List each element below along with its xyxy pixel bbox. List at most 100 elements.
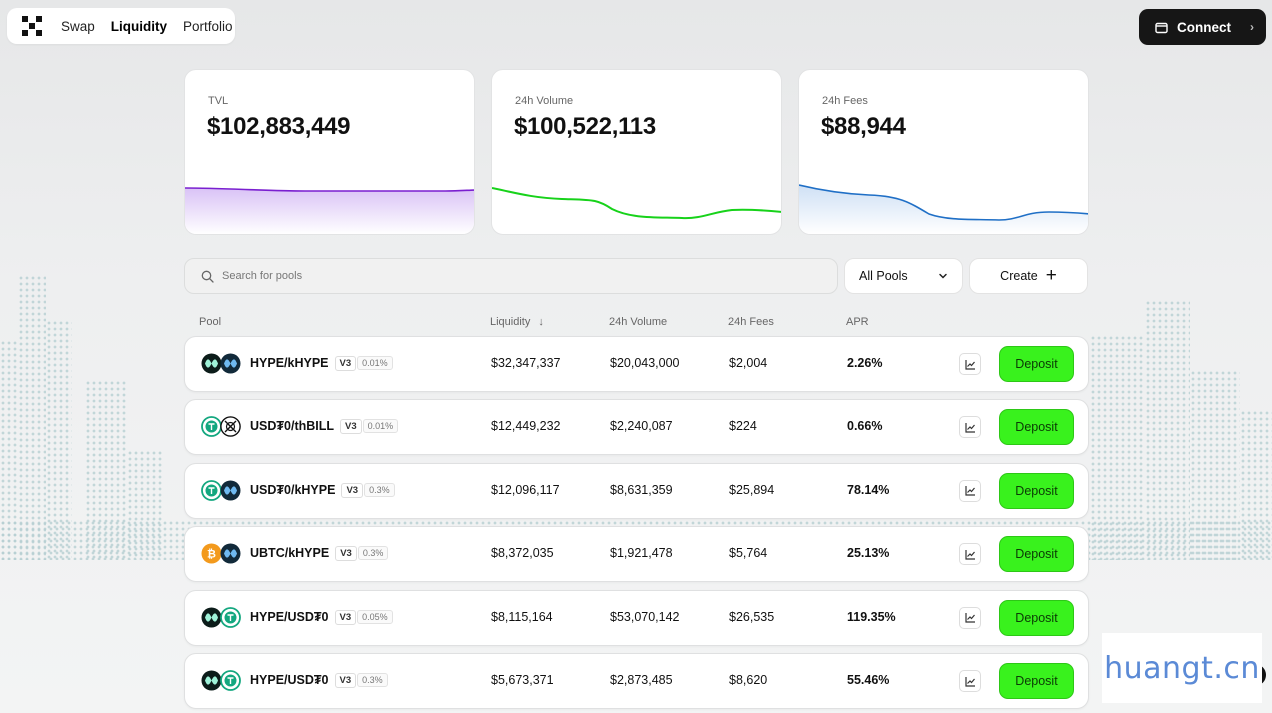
apr-value: 2.26% xyxy=(847,356,883,370)
usd0-token-icon xyxy=(220,606,241,628)
chart-button[interactable] xyxy=(959,543,981,566)
pool-pair-label: USD₮0/kHYPE xyxy=(250,482,336,497)
khype-token-icon xyxy=(220,543,241,564)
deposit-button[interactable]: Deposit xyxy=(999,599,1074,636)
usd0-token-icon xyxy=(201,416,222,438)
pool-row[interactable]: HYPE/USD₮0 V3 0.3% $5,673,371 $2,873,485 $… xyxy=(184,653,1089,709)
pool-pair-label: HYPE/USD₮0 xyxy=(250,673,329,687)
version-badge: V3 xyxy=(334,673,357,688)
pool-row[interactable]: USD₮0/kHYPE V3 0.3% $12,096,117 $8,631,359… xyxy=(184,462,1089,519)
usd0-token-icon xyxy=(220,670,241,691)
chart-button[interactable] xyxy=(959,670,981,692)
stat-card-fees: 24h Fees $88,944 xyxy=(798,69,1089,235)
deposit-button[interactable]: Deposit xyxy=(999,409,1074,446)
liquidity-value: $8,372,035 xyxy=(491,546,554,561)
fee-tier-badge: 0.05% xyxy=(357,609,393,624)
line-chart-icon xyxy=(964,359,975,370)
fee-tier-badge: 0.3% xyxy=(357,673,388,687)
col-fees[interactable]: 24h Fees xyxy=(728,316,774,328)
volume-value: $8,631,359 xyxy=(610,482,673,497)
stat-value: $100,522,113 xyxy=(514,113,656,140)
stat-card-tvl: TVL $102,883,449 xyxy=(184,69,475,235)
deposit-button[interactable]: Deposit xyxy=(999,472,1074,509)
version-badge: V3 xyxy=(340,419,362,435)
plus-icon: + xyxy=(1045,264,1057,286)
pool-pair: HYPE/kHYPE V3 0.01% xyxy=(250,356,393,371)
main-nav: Swap Liquidity Portfolio xyxy=(7,8,235,44)
fees-value: $2,004 xyxy=(729,356,768,370)
pool-pair-label: USD₮0/thBILL xyxy=(250,419,335,434)
pool-pair: USD₮0/kHYPE V3 0.3% xyxy=(250,482,395,498)
deposit-button[interactable]: Deposit xyxy=(999,536,1074,573)
stat-label: TVL xyxy=(208,95,229,107)
fees-sparkline xyxy=(799,184,1088,234)
pool-filter-dropdown[interactable]: All Pools xyxy=(844,258,963,294)
fees-value: $26,535 xyxy=(729,609,775,624)
search-input[interactable] xyxy=(222,270,837,282)
version-badge: V3 xyxy=(341,482,364,498)
version-badge: V3 xyxy=(334,609,357,625)
chart-button[interactable] xyxy=(959,479,981,502)
table-header: Pool Liquidity ↓ 24h Volume 24h Fees APR xyxy=(0,316,1272,330)
pool-row[interactable]: HYPE/USD₮0 V3 0.05% $8,115,164 $53,070,142… xyxy=(184,589,1089,646)
ubtc-token-icon: ₿ xyxy=(201,543,222,564)
search-bar[interactable] xyxy=(184,258,838,294)
wallet-icon xyxy=(1155,22,1168,33)
pool-pair: HYPE/USD₮0 V3 0.05% xyxy=(250,609,393,625)
connect-button[interactable]: Connect › xyxy=(1139,9,1266,45)
col-apr[interactable]: APR xyxy=(846,316,869,328)
nav-portfolio[interactable]: Portfolio xyxy=(183,18,233,34)
line-chart-icon xyxy=(964,422,975,433)
line-chart-icon xyxy=(964,486,975,496)
apr-value: 55.46% xyxy=(847,673,890,687)
pool-pair: UBTC/kHYPE V3 0.3% xyxy=(250,546,389,562)
search-icon xyxy=(201,270,214,283)
version-badge: V3 xyxy=(335,546,357,562)
usd0-token-icon xyxy=(201,479,222,501)
version-badge: V3 xyxy=(334,356,357,371)
deposit-button[interactable]: Deposit xyxy=(999,663,1074,699)
chart-button[interactable] xyxy=(959,606,981,629)
chart-button[interactable] xyxy=(959,353,981,375)
create-pool-button[interactable]: Create + xyxy=(969,258,1088,294)
nav-swap[interactable]: Swap xyxy=(61,18,95,34)
chart-button[interactable] xyxy=(959,416,981,439)
liquidity-value: $8,115,164 xyxy=(491,609,553,624)
hype-token-icon xyxy=(201,670,222,691)
app-logo-icon[interactable] xyxy=(21,15,43,37)
volume-sparkline xyxy=(492,187,781,220)
apr-value: 25.13% xyxy=(847,546,890,561)
volume-value: $1,921,478 xyxy=(610,546,673,561)
svg-text:₿: ₿ xyxy=(207,549,216,561)
liquidity-value: $12,449,232 xyxy=(491,419,561,434)
pool-row[interactable]: USD₮0/thBILL V3 0.01% $12,449,232 $2,240,0… xyxy=(184,399,1089,456)
col-liquidity-label: Liquidity xyxy=(490,316,531,328)
volume-value: $2,240,087 xyxy=(610,419,673,434)
create-label: Create xyxy=(1000,269,1038,283)
chevron-down-icon xyxy=(939,273,947,279)
fee-tier-badge: 0.01% xyxy=(357,356,393,370)
line-chart-icon xyxy=(964,676,975,687)
khype-token-icon xyxy=(220,353,241,374)
pool-pair-label: HYPE/USD₮0 xyxy=(250,609,329,624)
nav-liquidity[interactable]: Liquidity xyxy=(110,18,168,34)
khype-token-icon xyxy=(220,480,241,501)
tvl-sparkline xyxy=(185,187,474,234)
sort-desc-icon: ↓ xyxy=(538,316,544,328)
col-pool[interactable]: Pool xyxy=(199,316,222,328)
pool-row[interactable]: ₿ UBTC/kHYPE V3 0.3% $8,372,035 $1,921,478… xyxy=(184,526,1089,583)
pool-pair: HYPE/USD₮0 V3 0.3% xyxy=(250,673,388,688)
fees-value: $5,764 xyxy=(729,546,768,561)
volume-value: $2,873,485 xyxy=(610,673,673,687)
fees-value: $8,620 xyxy=(729,673,768,687)
fee-tier-badge: 0.3% xyxy=(357,546,389,561)
pool-row[interactable]: HYPE/kHYPE V3 0.01% $32,347,337 $20,043,00… xyxy=(184,336,1089,392)
hype-token-icon xyxy=(201,353,222,374)
line-chart-icon xyxy=(964,613,975,623)
deposit-button[interactable]: Deposit xyxy=(999,346,1074,382)
col-volume[interactable]: 24h Volume xyxy=(609,316,668,328)
liquidity-value: $5,673,371 xyxy=(491,673,554,687)
fee-tier-badge: 0.01% xyxy=(362,419,399,434)
pool-pair: USD₮0/thBILL V3 0.01% xyxy=(250,419,399,435)
col-liquidity[interactable]: Liquidity ↓ xyxy=(490,316,544,328)
